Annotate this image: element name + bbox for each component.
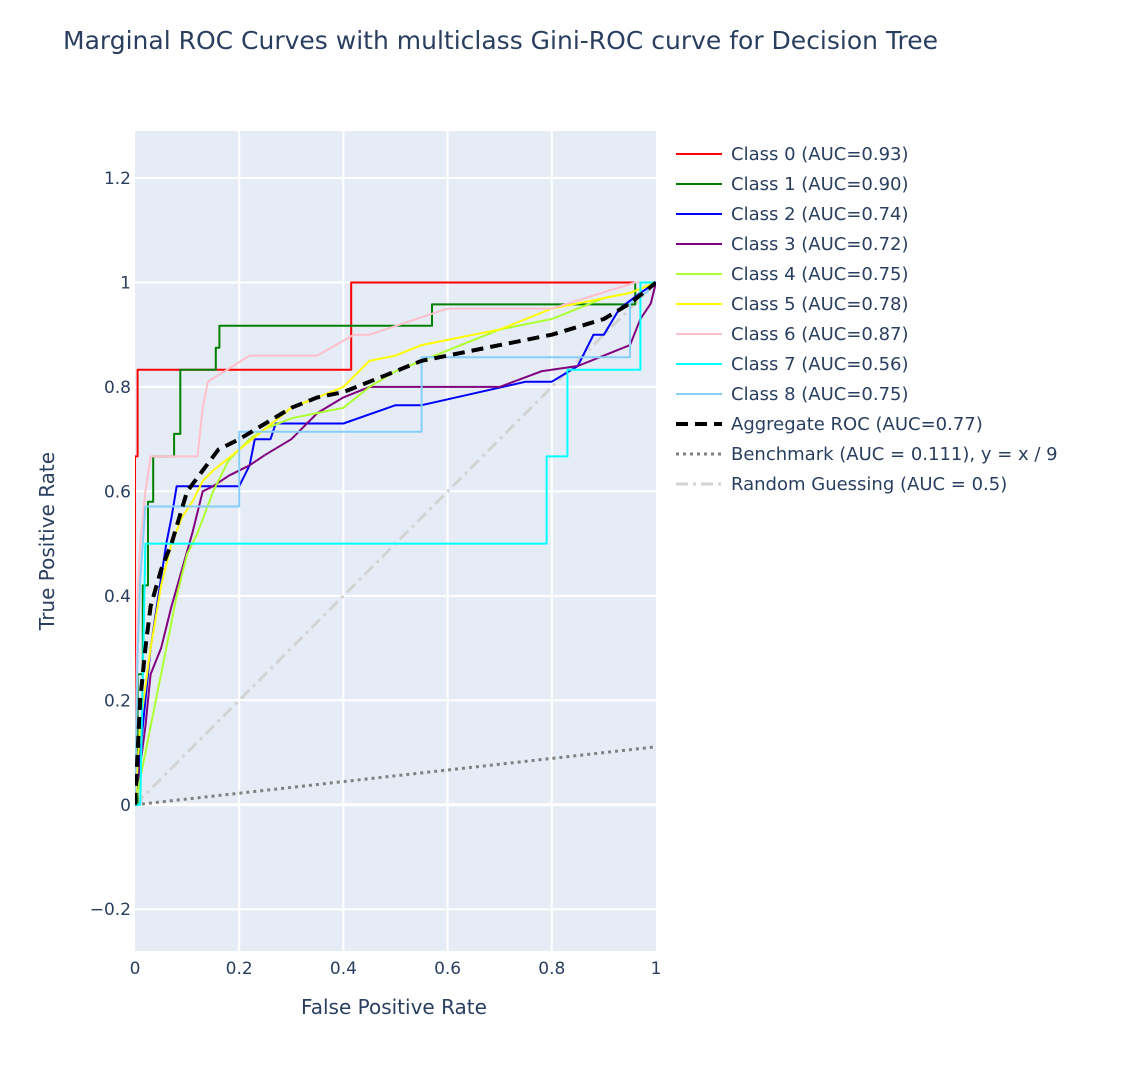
legend-label: Class 0 (AUC=0.93) (731, 144, 909, 165)
y-tick-label: 0 (120, 796, 131, 816)
legend-label: Class 2 (AUC=0.74) (731, 204, 909, 225)
x-tick-label: 0.8 (538, 959, 565, 979)
legend-item[interactable]: Class 2 (AUC=0.74) (676, 204, 909, 225)
series-line-7 (135, 281, 656, 806)
legend-label: Benchmark (AUC = 0.111), y = x / 9 (731, 444, 1058, 465)
legend-item[interactable]: Class 5 (AUC=0.78) (676, 294, 909, 315)
series-line-8 (135, 281, 656, 805)
y-tick-label: −0.2 (90, 900, 131, 920)
legend-label: Class 7 (AUC=0.56) (731, 354, 909, 375)
series-line-9 (135, 280, 656, 805)
legend-item[interactable]: Aggregate ROC (AUC=0.77) (676, 414, 983, 435)
series-line-6 (135, 281, 656, 805)
legend-item[interactable]: Class 0 (AUC=0.93) (676, 144, 909, 165)
legend-label: Class 1 (AUC=0.90) (731, 174, 909, 195)
y-tick-label: 1 (120, 273, 131, 293)
series-line-4 (135, 281, 656, 805)
x-tick-label: 0.6 (434, 959, 461, 979)
x-tick-label: 0.4 (330, 959, 357, 979)
series-line-10 (135, 745, 656, 807)
y-tick-label: 0.8 (104, 378, 131, 398)
legend-item[interactable]: Class 7 (AUC=0.56) (676, 354, 909, 375)
chart-title: Marginal ROC Curves with multiclass Gini… (63, 26, 939, 55)
series-layer (135, 280, 656, 807)
legend-item[interactable]: Class 3 (AUC=0.72) (676, 234, 909, 255)
y-tick-label: 0.6 (104, 482, 131, 502)
axes: 0 0.2 0.4 0.6 0.8 1 −0.2 0 0.2 0.4 0.6 0.8 1 1.2 (90, 169, 662, 979)
legend-item[interactable]: Random Guessing (AUC = 0.5) (676, 474, 1007, 495)
series-line-0 (135, 281, 656, 805)
legend-label: Aggregate ROC (AUC=0.77) (731, 414, 983, 435)
y-tick-label: 0.2 (104, 691, 131, 711)
legend-item[interactable]: Class 4 (AUC=0.75) (676, 264, 909, 285)
plot-area (135, 131, 656, 951)
legend-label: Class 8 (AUC=0.75) (731, 384, 909, 405)
x-tick-label: 0 (130, 959, 141, 979)
legend-item[interactable]: Benchmark (AUC = 0.111), y = x / 9 (676, 444, 1058, 465)
legend-item[interactable]: Class 8 (AUC=0.75) (676, 384, 909, 405)
y-axis-title: True Positive Rate (35, 452, 59, 631)
legend-label: Class 6 (AUC=0.87) (731, 324, 909, 345)
legend-item[interactable]: Class 6 (AUC=0.87) (676, 324, 909, 345)
legend: Class 0 (AUC=0.93) Class 1 (AUC=0.90) Clas… (676, 144, 1058, 495)
x-tick-label: 1 (651, 959, 662, 979)
legend-label: Class 3 (AUC=0.72) (731, 234, 909, 255)
series-line-2 (135, 281, 656, 805)
legend-label: Class 4 (AUC=0.75) (731, 264, 909, 285)
y-tick-label: 0.4 (104, 587, 131, 607)
legend-label: Class 5 (AUC=0.78) (731, 294, 909, 315)
legend-label: Random Guessing (AUC = 0.5) (731, 474, 1007, 495)
y-tick-label: 1.2 (104, 169, 131, 189)
x-tick-label: 0.2 (226, 959, 253, 979)
x-axis-title: False Positive Rate (301, 995, 487, 1019)
legend-item[interactable]: Class 1 (AUC=0.90) (676, 174, 909, 195)
